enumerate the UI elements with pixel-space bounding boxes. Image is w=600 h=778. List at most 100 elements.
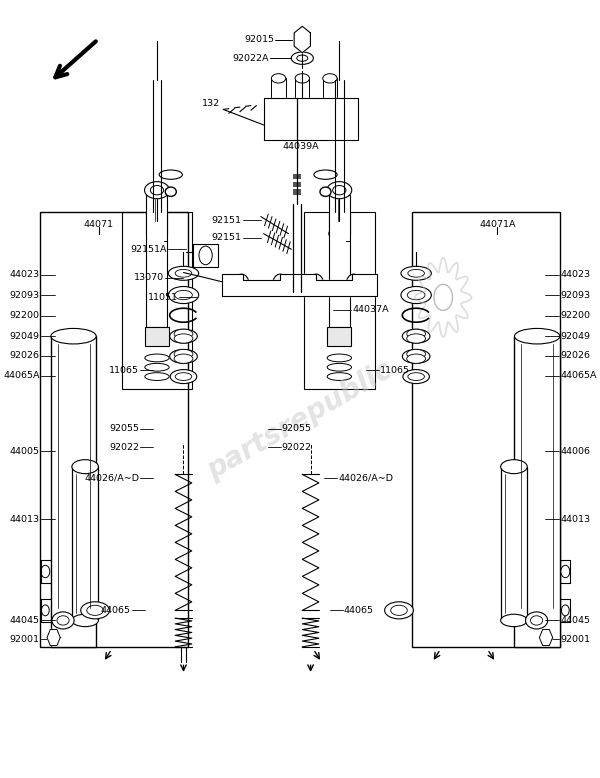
Circle shape	[561, 566, 570, 578]
Ellipse shape	[168, 286, 199, 303]
Text: 92093: 92093	[10, 290, 40, 300]
Bar	[412, 212, 560, 647]
Text: 44039A: 44039A	[283, 142, 319, 151]
Bar	[146, 194, 167, 327]
Text: 44065: 44065	[344, 606, 374, 615]
Text: 92026: 92026	[560, 351, 590, 360]
Ellipse shape	[81, 602, 109, 619]
Text: 11051: 11051	[148, 293, 178, 302]
Text: 11065: 11065	[380, 366, 410, 375]
Text: 92022: 92022	[109, 443, 139, 452]
Ellipse shape	[403, 370, 430, 384]
Circle shape	[41, 605, 49, 615]
Ellipse shape	[174, 354, 193, 363]
Polygon shape	[263, 98, 358, 141]
Text: 92151: 92151	[212, 216, 242, 225]
Text: 44071: 44071	[84, 220, 114, 229]
Bar	[293, 189, 301, 194]
Bar	[304, 212, 374, 389]
Bar	[514, 336, 560, 647]
Text: 44013: 44013	[560, 515, 590, 524]
Circle shape	[297, 111, 308, 127]
Ellipse shape	[72, 460, 98, 474]
Text: 44045: 44045	[560, 616, 590, 625]
Bar	[329, 194, 350, 327]
Ellipse shape	[297, 55, 308, 61]
Ellipse shape	[175, 269, 192, 277]
Ellipse shape	[327, 363, 352, 371]
Ellipse shape	[407, 290, 425, 300]
Circle shape	[562, 605, 569, 615]
Text: 44005: 44005	[10, 447, 40, 456]
Bar	[293, 173, 301, 179]
Text: 92026: 92026	[10, 351, 40, 360]
Ellipse shape	[51, 328, 96, 344]
Text: partsrepublic: partsrepublic	[202, 356, 397, 485]
Text: 44037A: 44037A	[352, 305, 389, 314]
Text: 44026/A~D: 44026/A~D	[338, 474, 393, 483]
Circle shape	[434, 284, 452, 310]
Circle shape	[272, 274, 288, 296]
Text: 44023: 44023	[560, 270, 590, 279]
Ellipse shape	[314, 170, 337, 179]
Ellipse shape	[174, 349, 193, 359]
Ellipse shape	[146, 227, 167, 240]
Circle shape	[41, 566, 50, 578]
Ellipse shape	[295, 74, 310, 83]
Ellipse shape	[530, 615, 542, 625]
Bar	[295, 79, 310, 98]
Ellipse shape	[145, 354, 169, 362]
Text: 44065A: 44065A	[4, 371, 40, 380]
Text: 92015: 92015	[245, 35, 275, 44]
Text: 44023: 44023	[10, 270, 40, 279]
Bar	[327, 327, 352, 346]
Ellipse shape	[408, 373, 424, 380]
Ellipse shape	[401, 286, 431, 303]
Bar	[271, 79, 286, 98]
Text: 44006: 44006	[560, 447, 590, 456]
Text: 92049: 92049	[560, 331, 590, 341]
Ellipse shape	[151, 185, 164, 194]
Ellipse shape	[175, 290, 193, 300]
Text: 92022: 92022	[282, 443, 312, 452]
Ellipse shape	[514, 328, 560, 344]
Ellipse shape	[145, 181, 169, 198]
Text: 11065: 11065	[109, 366, 139, 375]
Ellipse shape	[329, 227, 350, 240]
Polygon shape	[294, 26, 310, 53]
Circle shape	[234, 274, 249, 296]
Bar	[40, 212, 188, 647]
Ellipse shape	[323, 74, 337, 83]
Polygon shape	[222, 274, 377, 296]
Ellipse shape	[145, 363, 169, 371]
Ellipse shape	[174, 334, 193, 343]
Ellipse shape	[407, 334, 425, 343]
Ellipse shape	[327, 354, 352, 362]
Bar	[500, 467, 527, 620]
Text: 92200: 92200	[560, 311, 590, 321]
Circle shape	[269, 105, 289, 133]
Ellipse shape	[385, 602, 413, 619]
Text: 92001: 92001	[560, 635, 590, 643]
Polygon shape	[47, 629, 60, 646]
Polygon shape	[539, 629, 553, 646]
Ellipse shape	[168, 266, 199, 280]
Text: 13070: 13070	[134, 273, 164, 282]
Text: 44013: 44013	[10, 515, 40, 524]
Text: 92049: 92049	[10, 331, 40, 341]
Text: 44065: 44065	[101, 606, 131, 615]
Ellipse shape	[291, 52, 313, 65]
Bar	[193, 244, 218, 267]
Ellipse shape	[401, 266, 431, 280]
Ellipse shape	[57, 615, 69, 625]
Circle shape	[308, 274, 324, 296]
Circle shape	[199, 246, 212, 265]
Ellipse shape	[407, 329, 425, 338]
Bar	[51, 336, 96, 647]
Circle shape	[297, 32, 307, 47]
Ellipse shape	[72, 614, 98, 626]
Circle shape	[320, 105, 340, 133]
Ellipse shape	[170, 370, 197, 384]
Text: 92055: 92055	[109, 424, 139, 433]
Text: 92200: 92200	[10, 311, 40, 321]
